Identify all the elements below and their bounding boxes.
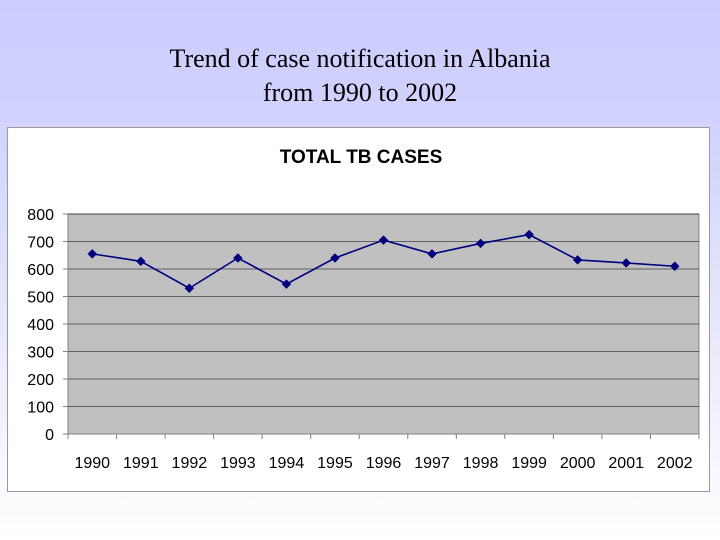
data-point [87,249,98,259]
data-point [281,279,292,289]
y-tick-labels: 0 100 200 300 400 500 600 700 800 [27,207,54,444]
y-tick-label: 200 [27,372,54,389]
x-tick-label: 1990 [74,455,110,472]
data-point [524,229,534,240]
x-tick-label: 1993 [220,455,256,472]
x-tick-label: 2000 [560,455,596,472]
x-tick-label: 1994 [269,455,305,472]
tb-cases-line-chart: TOTAL TB CASES 0 100 200 300 400 500 600 700 800… [27,147,700,472]
data-point [572,255,583,265]
series-layer [87,229,680,294]
data-point [135,256,146,267]
x-tick-label: 1999 [511,455,547,472]
data-point [330,253,340,263]
grid-lines [63,213,699,435]
y-tick-label: 600 [27,262,54,279]
y-tick-label: 0 [45,427,54,444]
x-tick-label: 1998 [463,455,499,472]
x-tick-labels: 1990 1991 1992 1993 1994 1995 1996 1997 1998 1999… [74,455,692,472]
x-tick-label: 1995 [317,455,353,472]
y-tick-label: 500 [27,290,54,307]
y-tick-label: 800 [27,207,54,224]
slide-title-line-2: from 1990 to 2002 [262,78,458,107]
y-tick-label: 300 [27,345,54,362]
data-point [233,253,243,263]
data-point [184,283,195,294]
y-tick-label: 100 [27,400,54,417]
chart-frame: TOTAL TB CASES 0 100 200 300 400 500 600 700 800… [7,127,710,492]
x-tick-label: 1991 [123,455,159,472]
x-tick-label: 1996 [366,455,402,472]
slide-title: Trend of case notification in Albania fr… [0,42,720,110]
data-point [669,261,680,272]
x-tick-label: 1997 [414,455,450,472]
axes [67,214,700,439]
data-point [427,249,437,259]
data-point [621,258,632,268]
y-tick-label: 700 [27,235,54,252]
data-point [475,238,486,249]
x-tick-label: 2001 [608,455,644,472]
x-tick-label: 2002 [657,455,693,472]
x-tick-label: 1992 [172,455,208,472]
chart-title: TOTAL TB CASES [280,147,443,168]
y-tick-label: 400 [27,317,54,334]
data-point [378,235,389,245]
slide-title-line-1: Trend of case notification in Albania [169,44,551,73]
